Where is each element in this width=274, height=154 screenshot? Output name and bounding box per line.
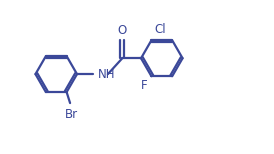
Text: F: F bbox=[141, 79, 147, 92]
Text: NH: NH bbox=[98, 68, 115, 81]
Text: O: O bbox=[118, 24, 127, 37]
Text: Br: Br bbox=[64, 108, 78, 121]
Text: Cl: Cl bbox=[154, 23, 166, 36]
